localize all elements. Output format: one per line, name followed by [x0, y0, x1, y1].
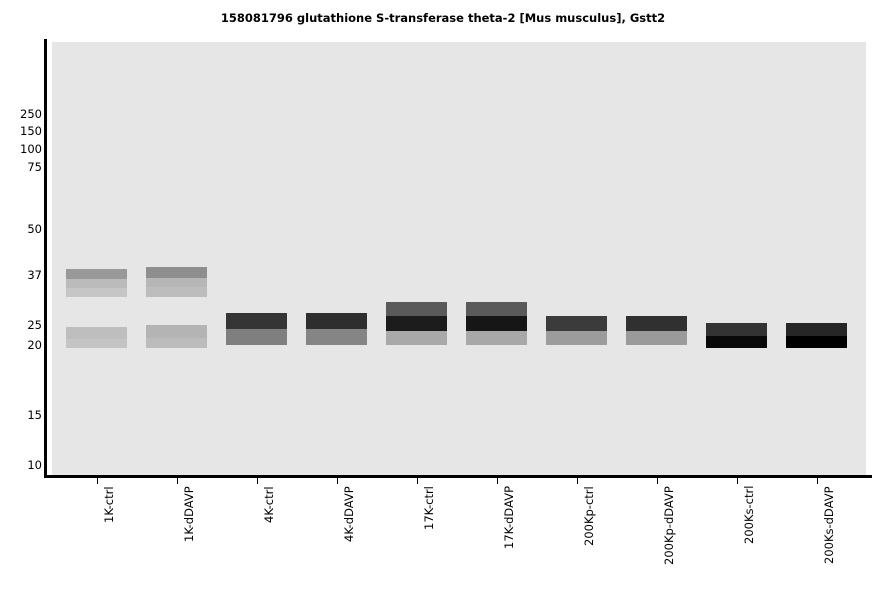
- band-stripe: [546, 331, 607, 345]
- x-tick-label: 200Ks-dDAVP: [821, 486, 836, 564]
- blot-lane: [306, 42, 367, 477]
- x-tick-label: 200Ks-ctrl: [741, 485, 756, 544]
- band-stripe: [66, 339, 127, 348]
- band-stripe: [226, 313, 287, 329]
- x-axis-tick: [656, 478, 658, 484]
- band-stripe: [146, 287, 207, 297]
- x-axis-tick: [336, 478, 338, 484]
- band-stripe: [386, 316, 447, 331]
- protein-band: [466, 302, 527, 345]
- band-stripe: [66, 327, 127, 339]
- protein-band: [386, 302, 447, 345]
- band-stripe: [386, 331, 447, 345]
- band-stripe: [306, 313, 367, 329]
- x-axis-tick: [496, 478, 498, 484]
- page-title: 158081796 glutathione S-transferase thet…: [220, 11, 666, 25]
- protein-band: [786, 323, 847, 348]
- y-tick-label: 20: [27, 338, 42, 352]
- x-tick-label: 17K-ctrl: [421, 486, 436, 530]
- y-tick-label: 25: [27, 318, 42, 332]
- band-stripe: [786, 323, 847, 336]
- band-stripe: [386, 302, 447, 316]
- band-stripe: [306, 329, 367, 345]
- band-stripe: [66, 288, 127, 297]
- band-stripe: [146, 338, 207, 348]
- y-tick-label: 10: [27, 458, 42, 472]
- band-stripe: [466, 302, 527, 316]
- x-axis-line: [44, 475, 872, 478]
- protein-band: [66, 269, 127, 297]
- x-tick-label: 1K-dDAVP: [181, 486, 196, 542]
- protein-band: [146, 325, 207, 348]
- y-tick-label: 250: [20, 107, 42, 121]
- band-stripe: [226, 329, 287, 345]
- protein-band: [226, 313, 287, 345]
- band-stripe: [626, 316, 687, 331]
- y-axis-line: [44, 39, 47, 478]
- blot-lane: [546, 42, 607, 477]
- blot-lane: [66, 42, 127, 477]
- x-tick-label: 17K-dDAVP: [501, 485, 516, 549]
- x-axis-tick: [736, 478, 738, 484]
- blot-lane: [786, 42, 847, 477]
- protein-band: [546, 316, 607, 345]
- y-tick-label: 100: [20, 142, 42, 156]
- y-tick-label: 150: [20, 124, 42, 138]
- y-tick-label: 75: [27, 160, 42, 174]
- band-stripe: [706, 336, 767, 348]
- protein-band: [306, 313, 367, 345]
- y-tick-label: 15: [27, 408, 42, 422]
- x-axis-tick: [816, 478, 818, 484]
- band-stripe: [146, 325, 207, 338]
- band-stripe: [546, 316, 607, 331]
- band-stripe: [466, 331, 527, 345]
- band-stripe: [66, 279, 127, 288]
- x-axis-tick: [256, 478, 258, 484]
- protein-band: [146, 267, 207, 297]
- band-stripe: [66, 269, 127, 279]
- y-tick-label: 37: [27, 268, 42, 282]
- protein-band: [66, 327, 127, 348]
- x-tick-label: 1K-ctrl: [101, 486, 116, 523]
- blot-lane: [626, 42, 687, 477]
- x-axis-tick: [576, 478, 578, 484]
- band-stripe: [626, 331, 687, 345]
- band-stripe: [146, 278, 207, 287]
- x-axis-tick: [176, 478, 178, 484]
- x-tick-label: 4K-ctrl: [261, 486, 276, 523]
- blot-lane: [386, 42, 447, 477]
- x-axis-tick: [96, 478, 98, 484]
- band-stripe: [706, 323, 767, 336]
- y-axis-tick-labels: 250 150 100 75 50 37 25 20 15 10: [0, 0, 42, 595]
- band-stripe: [786, 336, 847, 348]
- blot-lane: [146, 42, 207, 477]
- protein-band: [626, 316, 687, 345]
- x-tick-label: 200Kp-ctrl: [581, 486, 596, 546]
- x-axis-tick: [416, 478, 418, 484]
- protein-band: [706, 323, 767, 348]
- blot-plot-area: [52, 42, 866, 477]
- x-tick-label: 4K-dDAVP: [341, 486, 356, 542]
- blot-lane: [706, 42, 767, 477]
- x-tick-label: 200Kp-dDAVP: [661, 486, 676, 565]
- band-stripe: [466, 316, 527, 331]
- blot-lane: [226, 42, 287, 477]
- blot-lane: [466, 42, 527, 477]
- y-tick-label: 50: [27, 222, 42, 236]
- band-stripe: [146, 267, 207, 278]
